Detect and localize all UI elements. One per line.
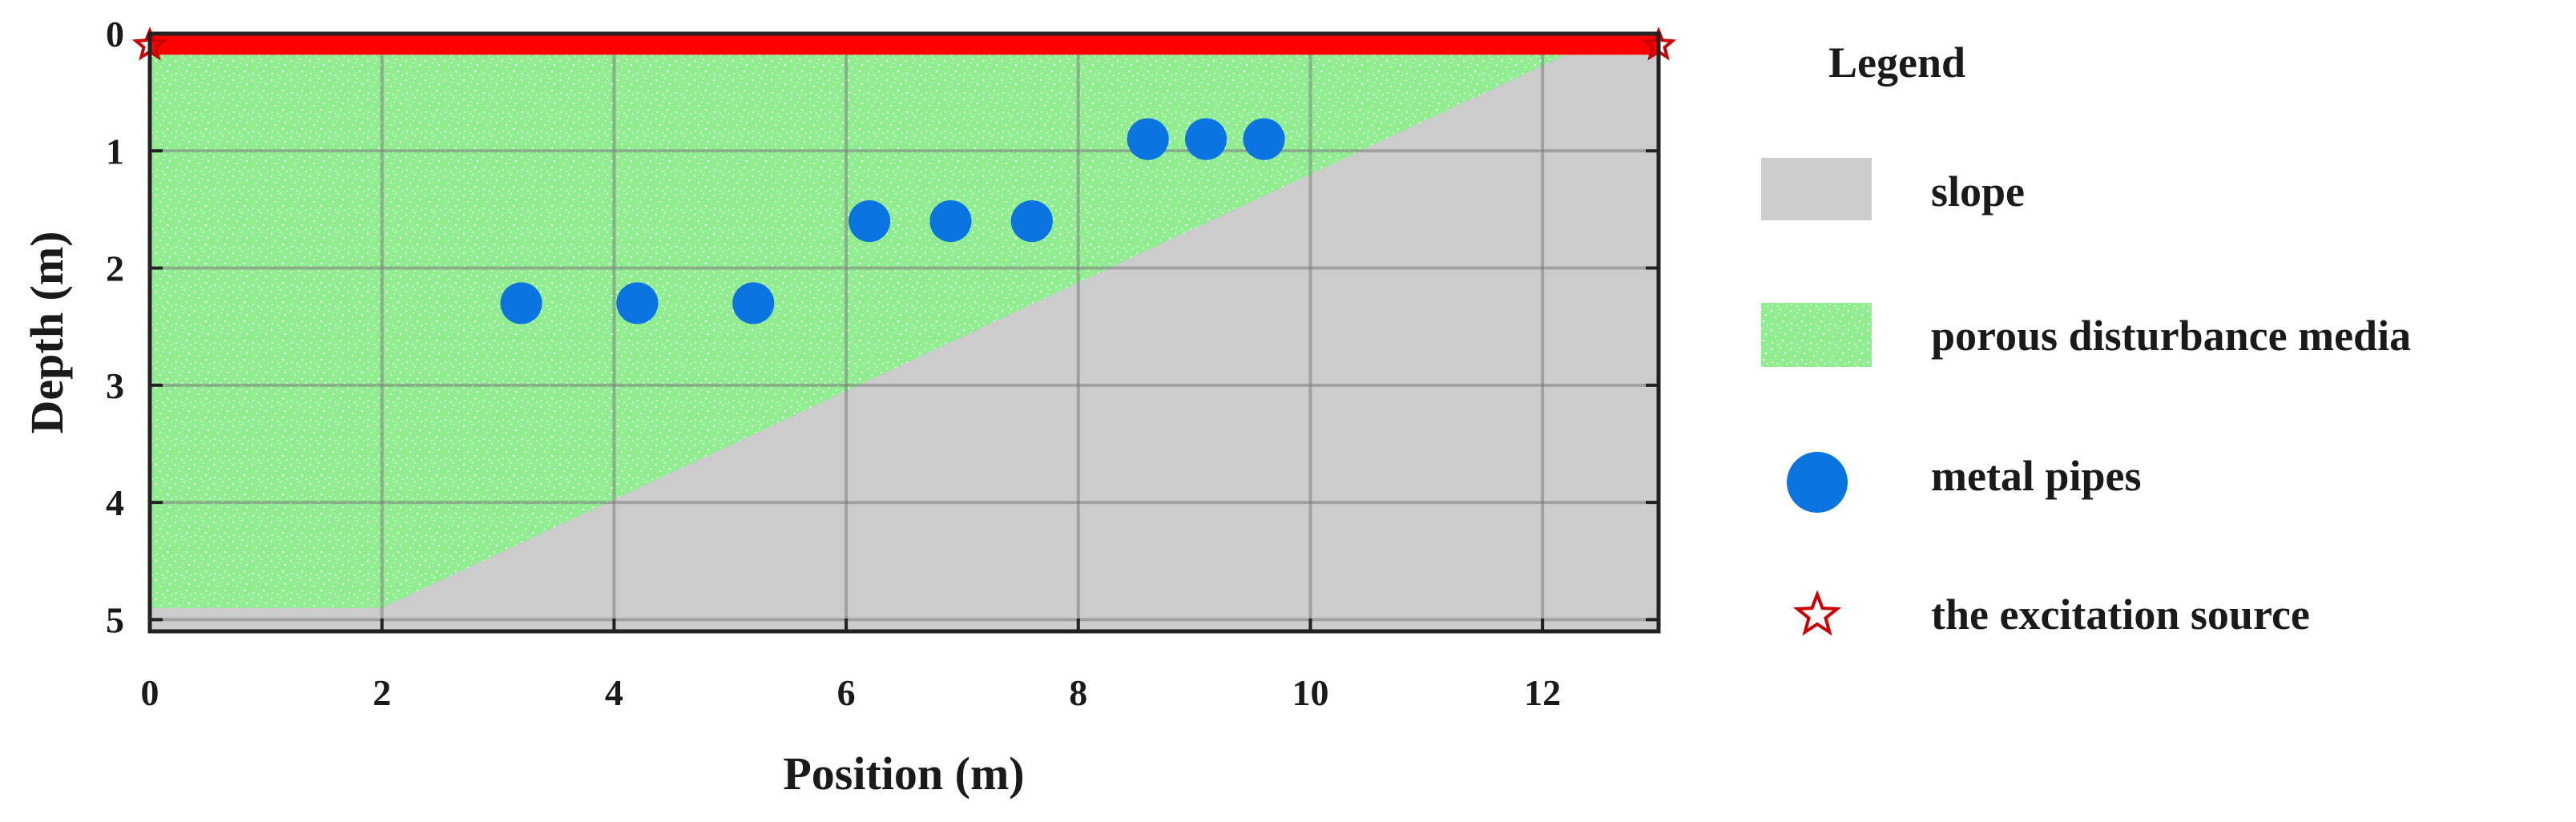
metal-pipes bbox=[500, 118, 1285, 324]
metal-pipe bbox=[1185, 118, 1228, 160]
legend-star-icon bbox=[1792, 590, 1842, 636]
metal-pipe bbox=[1010, 199, 1053, 243]
metal-pipe bbox=[1243, 118, 1285, 160]
x-tick-label: 2 bbox=[373, 672, 391, 713]
plot-frame bbox=[147, 31, 1661, 634]
y-tick-label: 4 bbox=[106, 482, 124, 523]
x-tick-label: 0 bbox=[141, 672, 159, 713]
legend-title: Legend bbox=[1828, 38, 1965, 87]
grid-lines bbox=[150, 34, 1659, 631]
y-tick-label: 5 bbox=[106, 599, 124, 640]
legend-label-porous: porous disturbance media bbox=[1931, 312, 2411, 360]
excitation-band bbox=[150, 34, 1659, 55]
x-axis-ticks: 0 2 4 6 8 10 12 bbox=[141, 619, 1561, 713]
y-tick-label: 2 bbox=[106, 248, 124, 289]
metal-pipe bbox=[848, 199, 891, 243]
legend-slope-swatch bbox=[1761, 158, 1872, 220]
metal-pipe bbox=[929, 199, 972, 243]
y-tick-label: 3 bbox=[106, 365, 124, 406]
y-axis-ticks: 0 1 2 3 4 5 bbox=[106, 14, 1659, 640]
legend-label-slope: slope bbox=[1931, 167, 2025, 216]
slope-region bbox=[150, 54, 1659, 632]
x-tick-label: 8 bbox=[1069, 672, 1087, 713]
y-axis-title: Depth (m) bbox=[21, 232, 73, 434]
x-tick-label: 4 bbox=[605, 672, 623, 713]
legend-pipe-icon bbox=[1787, 452, 1848, 513]
metal-pipe bbox=[1127, 118, 1169, 160]
legend: Legend slope porous disturbance media me… bbox=[1761, 38, 2411, 639]
x-tick-label: 12 bbox=[1524, 672, 1561, 713]
metal-pipe bbox=[616, 282, 659, 324]
metal-pipe bbox=[732, 282, 775, 324]
x-tick-label: 10 bbox=[1292, 672, 1328, 713]
y-tick-label: 0 bbox=[106, 14, 124, 54]
x-axis-title: Position (m) bbox=[783, 747, 1024, 800]
x-tick-label: 6 bbox=[837, 672, 856, 713]
legend-porous-swatch bbox=[1761, 303, 1872, 367]
legend-label-source: the excitation source bbox=[1931, 590, 2310, 639]
metal-pipe bbox=[500, 282, 542, 324]
y-tick-label: 1 bbox=[106, 131, 124, 171]
plot-area bbox=[131, 26, 1677, 634]
legend-label-pipes: metal pipes bbox=[1931, 452, 2142, 500]
